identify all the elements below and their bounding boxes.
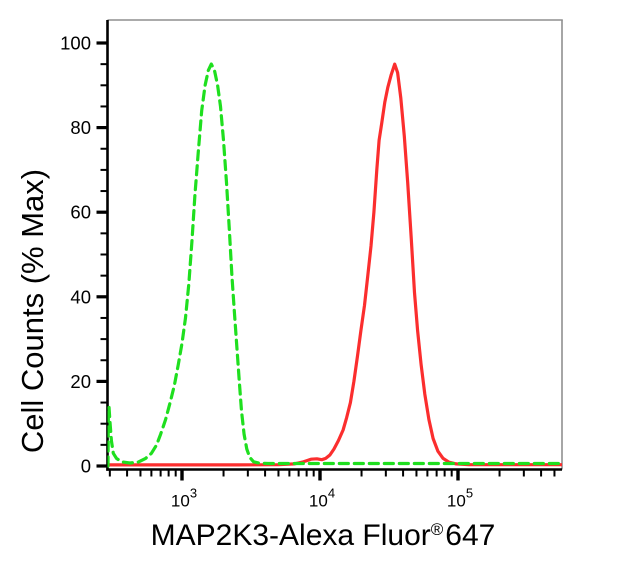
x-axis-ticks: 103 104 105: [108, 469, 556, 511]
y-tick-label: 100: [60, 33, 91, 54]
x-axis-title: MAP2K3-Alexa Fluor®647: [90, 512, 556, 552]
plot-frame: [107, 19, 563, 470]
y-axis-title: Cell Counts (% Max): [15, 91, 51, 531]
y-tick-label: 60: [70, 202, 91, 223]
y-tick-label: 0: [81, 456, 91, 477]
x-tick-label: 103: [171, 486, 197, 511]
y-axis-ticks: 0 20 40 60 80 100: [60, 33, 108, 477]
x-axis-title-suffix: 647: [445, 519, 496, 552]
x-tick-label: 105: [447, 486, 473, 511]
y-tick-label: 80: [70, 117, 91, 138]
y-tick-label: 20: [70, 371, 91, 392]
histogram-curves: [107, 62, 562, 468]
axes: [106, 20, 562, 471]
green-dashed-histogram: [107, 62, 562, 468]
registered-trademark-icon: ®: [430, 520, 444, 539]
y-axis-title-text: Cell Counts (% Max): [15, 168, 50, 454]
x-axis-title-prefix: MAP2K3-Alexa Fluor: [150, 519, 431, 552]
red-solid-histogram: [107, 62, 562, 467]
x-tick-label: 104: [309, 486, 335, 511]
y-tick-label: 40: [70, 286, 91, 307]
